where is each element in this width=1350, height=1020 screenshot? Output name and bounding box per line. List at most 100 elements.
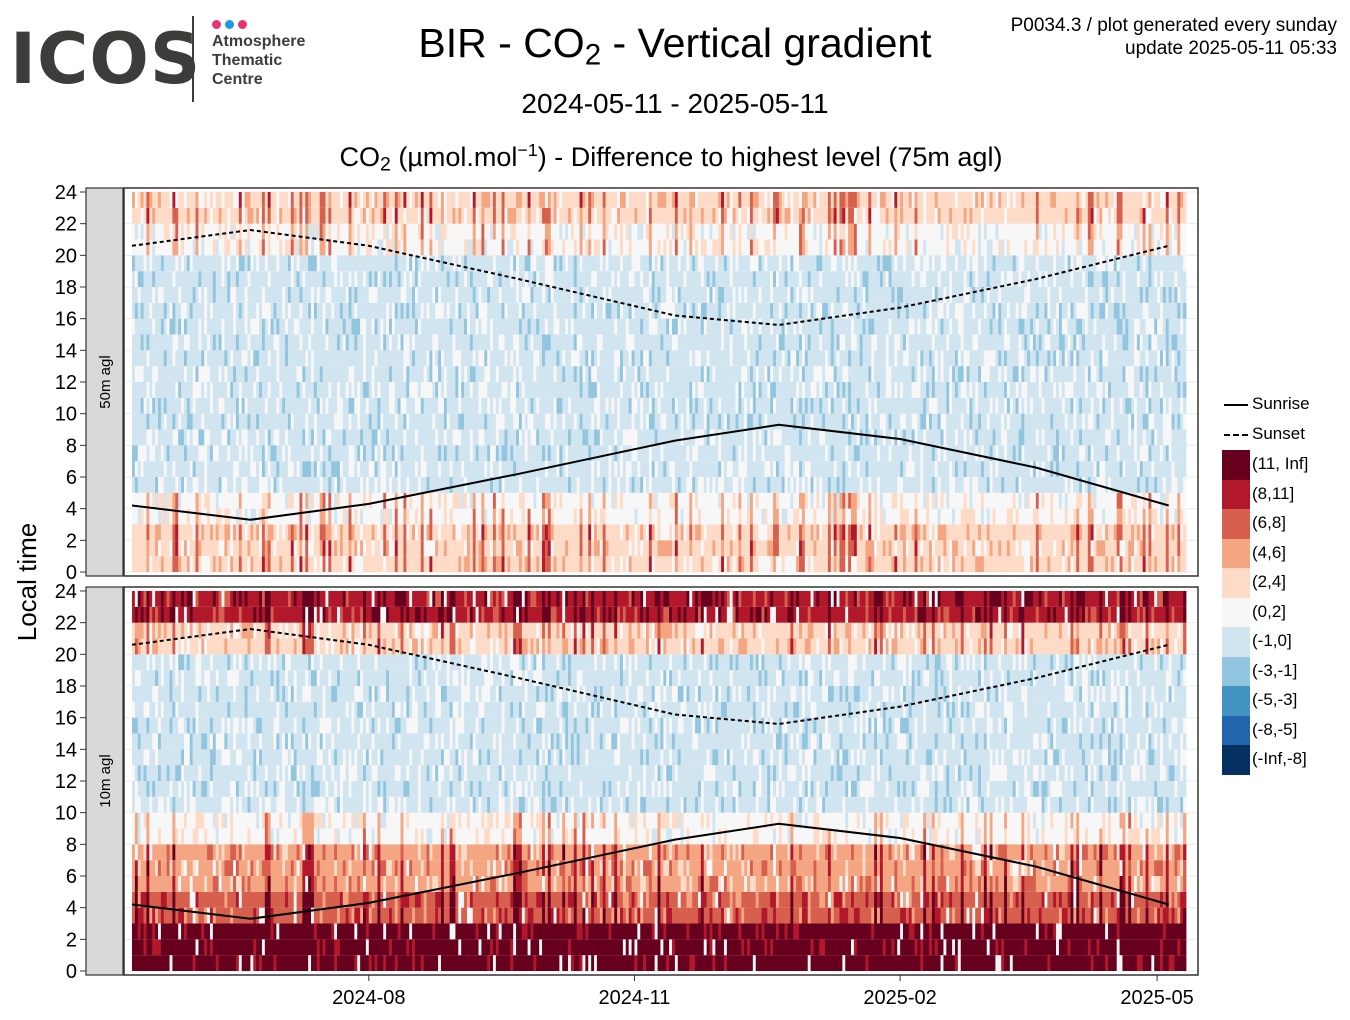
heat-cell — [308, 350, 312, 367]
heat-cell — [218, 445, 222, 462]
heat-cell — [420, 413, 425, 430]
heat-cell — [594, 302, 598, 319]
heat-cell — [671, 413, 676, 430]
heat-cell — [608, 397, 612, 414]
heat-cell — [518, 366, 523, 382]
heat-cell — [137, 334, 142, 351]
heat-cell — [140, 287, 144, 303]
heat-cell — [374, 461, 378, 477]
heat-cell — [498, 556, 503, 572]
heat-cell — [646, 255, 650, 272]
heat-cell — [365, 492, 370, 509]
heat-cell — [591, 255, 595, 272]
heat-cell — [181, 207, 185, 224]
heat-cell — [640, 255, 644, 272]
heat-cell — [183, 382, 188, 398]
heat-cell — [651, 429, 656, 446]
heat-cell — [143, 556, 147, 572]
heat-cell — [516, 413, 520, 430]
heat-cell — [227, 302, 231, 319]
heat-cell — [452, 239, 456, 256]
heat-cell — [646, 287, 650, 303]
heat-cell — [264, 540, 269, 557]
heat-cell — [637, 318, 641, 335]
heat-cell — [374, 397, 378, 414]
heat-cell — [712, 334, 716, 351]
heat-cell — [319, 350, 323, 367]
heat-cell — [666, 524, 670, 541]
heat-cell — [565, 271, 569, 287]
heat-cell — [146, 508, 150, 525]
heat-cell — [279, 413, 283, 430]
heat-cell — [611, 477, 615, 493]
heat-cell — [397, 461, 401, 477]
heat-cell — [365, 287, 370, 303]
heat-cell — [230, 382, 234, 398]
heat-cell — [726, 429, 731, 446]
heat-cell — [342, 350, 347, 367]
heat-cell — [247, 255, 251, 272]
heat-cell — [666, 382, 670, 398]
heat-cell — [313, 366, 318, 382]
heat-cell — [178, 207, 182, 224]
heat-cell — [475, 366, 479, 382]
heat-cell — [651, 382, 656, 398]
heat-cell — [553, 255, 557, 272]
heat-cell — [389, 255, 393, 272]
heat-cell — [666, 508, 670, 525]
heat-cell — [270, 397, 274, 414]
heat-cell — [146, 413, 150, 430]
heat-cell — [542, 192, 546, 208]
heat-cell — [259, 429, 263, 446]
heat-cell — [181, 429, 185, 446]
heat-cell — [296, 207, 300, 224]
heat-cell — [599, 508, 604, 525]
heat-cell — [449, 334, 453, 351]
heat-cell — [449, 302, 453, 319]
heat-cell — [201, 207, 205, 224]
heat-cell — [394, 540, 399, 557]
heat-cell — [235, 397, 240, 414]
heat-cell — [674, 207, 679, 224]
heat-cell — [397, 445, 401, 462]
heat-cell — [634, 492, 638, 509]
heat-cell — [712, 287, 716, 303]
heat-cell — [544, 366, 549, 382]
heat-cell — [663, 492, 667, 509]
heat-cell — [697, 556, 702, 572]
heat-cell — [579, 429, 583, 446]
heat-cell — [429, 239, 433, 256]
heat-cell — [547, 350, 552, 367]
heat-cell — [654, 413, 658, 430]
heat-cell — [365, 318, 370, 335]
heat-cell — [547, 429, 552, 446]
heat-cell — [472, 192, 477, 208]
heat-cell — [316, 207, 321, 224]
heat-cell — [149, 556, 153, 572]
heat-cell — [490, 255, 494, 272]
heat-cell — [406, 445, 410, 462]
heat-cell — [140, 524, 144, 541]
heat-cell — [201, 271, 205, 287]
heat-cell — [241, 287, 246, 303]
heat-cell — [550, 508, 554, 525]
heat-cell — [212, 556, 217, 572]
heat-cell — [316, 413, 321, 430]
heat-cell — [689, 382, 693, 398]
heat-cell — [195, 429, 199, 446]
heat-cell — [432, 271, 436, 287]
heat-cell — [478, 287, 482, 303]
heat-cell — [516, 477, 520, 493]
heat-cell — [198, 445, 202, 462]
heat-cell — [677, 445, 682, 462]
heat-cell — [331, 477, 335, 493]
heat-cell — [195, 524, 199, 541]
heat-cell — [215, 540, 220, 557]
heat-cell — [501, 350, 505, 367]
heat-cell — [625, 207, 630, 224]
heat-cell — [721, 492, 725, 509]
heat-cell — [247, 382, 251, 398]
heat-cell — [539, 382, 543, 398]
heat-cell — [241, 508, 246, 525]
heat-cell — [524, 461, 529, 477]
